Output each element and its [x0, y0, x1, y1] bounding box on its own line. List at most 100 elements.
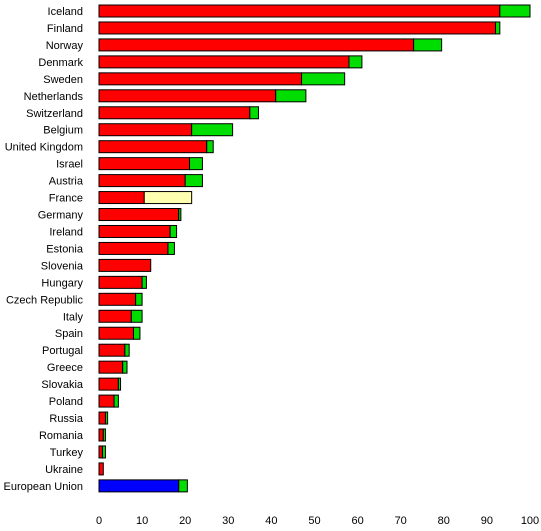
bar-sweden-segment-2 — [301, 72, 346, 86]
bar-hungary-segment-2 — [141, 275, 147, 289]
bar-sweden-segment-1 — [98, 72, 303, 86]
category-label-slovenia: Slovenia — [41, 260, 84, 272]
bar-iceland-segment-2 — [499, 4, 531, 18]
bar-european-union-segment-2 — [178, 479, 188, 493]
x-tick-label-0: 0 — [96, 515, 102, 527]
bar-italy-segment-2 — [130, 309, 143, 323]
bar-denmark-segment-1 — [98, 55, 350, 69]
category-label-russia: Russia — [49, 413, 84, 425]
bar-norway-segment-1 — [98, 38, 415, 52]
category-label-hungary: Hungary — [41, 277, 83, 289]
bar-spain-segment-1 — [98, 326, 134, 340]
bar-russia-segment-1 — [98, 411, 106, 425]
category-label-ireland: Ireland — [49, 226, 83, 238]
bar-germany-segment-2 — [178, 208, 182, 222]
bar-ukraine-segment-1 — [98, 462, 104, 476]
bar-united-kingdom-segment-1 — [98, 140, 208, 154]
bar-ireland-segment-2 — [169, 224, 178, 238]
bar-estonia-segment-1 — [98, 241, 169, 255]
bar-france-segment-2 — [143, 191, 193, 205]
bar-germany-segment-1 — [98, 208, 180, 222]
category-label-czech-republic: Czech Republic — [6, 294, 84, 306]
category-label-greece: Greece — [47, 362, 83, 374]
bar-turkey-segment-2 — [101, 445, 106, 459]
bar-netherlands-segment-2 — [275, 89, 307, 103]
x-tick-label-50: 50 — [308, 515, 320, 527]
bar-netherlands-segment-1 — [98, 89, 277, 103]
bar-hungary-segment-1 — [98, 275, 143, 289]
bar-ireland-segment-1 — [98, 224, 171, 238]
x-tick-label-90: 90 — [481, 515, 493, 527]
bar-slovakia-segment-1 — [98, 377, 119, 391]
x-tick-label-70: 70 — [395, 515, 407, 527]
category-label-switzerland: Switzerland — [26, 108, 83, 120]
category-label-estonia: Estonia — [46, 243, 84, 255]
category-label-germany: Germany — [38, 210, 84, 222]
bar-switzerland-segment-1 — [98, 106, 251, 120]
bar-portugal-segment-1 — [98, 343, 126, 357]
category-label-austria: Austria — [49, 176, 84, 188]
x-tick-label-80: 80 — [438, 515, 450, 527]
category-label-iceland: Iceland — [48, 6, 83, 18]
bar-slovakia-segment-2 — [117, 377, 122, 391]
category-label-denmark: Denmark — [38, 57, 83, 69]
bar-norway-segment-2 — [413, 38, 443, 52]
bar-austria-segment-2 — [184, 174, 203, 188]
category-label-portugal: Portugal — [42, 345, 83, 357]
bar-russia-segment-2 — [104, 411, 109, 425]
bar-switzerland-segment-2 — [249, 106, 259, 120]
category-label-united-kingdom: United Kingdom — [5, 142, 83, 154]
category-label-netherlands: Netherlands — [24, 91, 84, 103]
bar-greece-segment-1 — [98, 360, 124, 374]
bar-greece-segment-2 — [122, 360, 128, 374]
category-label-spain: Spain — [55, 328, 83, 340]
category-label-romania: Romania — [39, 430, 84, 442]
category-label-slovakia: Slovakia — [41, 379, 83, 391]
category-label-norway: Norway — [46, 40, 84, 52]
category-label-sweden: Sweden — [43, 74, 83, 86]
x-tick-label-30: 30 — [222, 515, 234, 527]
bar-belgium-segment-2 — [191, 123, 234, 137]
category-label-belgium: Belgium — [43, 125, 83, 137]
category-labels: Iceland Finland Norway Denmark Sweden Netherl… — [3, 6, 83, 493]
bar-poland-segment-2 — [113, 394, 119, 408]
bar-slovenia-segment-1 — [98, 258, 152, 272]
bar-european-union-segment-1 — [98, 479, 180, 493]
category-label-turkey: Turkey — [50, 447, 84, 459]
bar-turkey-segment-1 — [98, 445, 103, 459]
x-tick-label-100: 100 — [521, 515, 539, 527]
bar-italy-segment-1 — [98, 309, 132, 323]
x-tick-label-60: 60 — [351, 515, 363, 527]
x-tick-label-10: 10 — [136, 515, 148, 527]
category-label-european-union: European Union — [3, 481, 83, 493]
x-tick-label-20: 20 — [179, 515, 191, 527]
bars-group — [98, 4, 531, 493]
x-axis: 0 10 20 30 40 50 60 70 80 90 100 — [96, 515, 539, 527]
bar-iceland-segment-1 — [98, 4, 501, 18]
bar-poland-segment-1 — [98, 394, 115, 408]
bar-czech-republic-segment-2 — [135, 292, 143, 306]
bar-romania-segment-1 — [98, 428, 104, 442]
x-tick-label-40: 40 — [265, 515, 277, 527]
bar-romania-segment-2 — [102, 428, 106, 442]
category-label-france: France — [49, 193, 83, 205]
bar-france-segment-1 — [98, 191, 145, 205]
bar-israel-segment-2 — [189, 157, 203, 171]
bar-estonia-segment-2 — [167, 241, 175, 255]
bar-austria-segment-1 — [98, 174, 186, 188]
bar-czech-republic-segment-1 — [98, 292, 137, 306]
bar-finland-segment-2 — [495, 21, 501, 35]
bar-israel-segment-1 — [98, 157, 191, 171]
bar-belgium-segment-1 — [98, 123, 193, 137]
category-label-italy: Italy — [63, 311, 84, 323]
category-label-finland: Finland — [47, 23, 83, 35]
bar-denmark-segment-2 — [348, 55, 363, 69]
bar-finland-segment-1 — [98, 21, 497, 35]
category-label-israel: Israel — [56, 159, 83, 171]
bar-united-kingdom-segment-2 — [206, 140, 214, 154]
bar-portugal-segment-2 — [124, 343, 130, 357]
bar-spain-segment-2 — [132, 326, 141, 340]
category-label-ukraine: Ukraine — [45, 464, 83, 476]
category-label-poland: Poland — [49, 396, 83, 408]
